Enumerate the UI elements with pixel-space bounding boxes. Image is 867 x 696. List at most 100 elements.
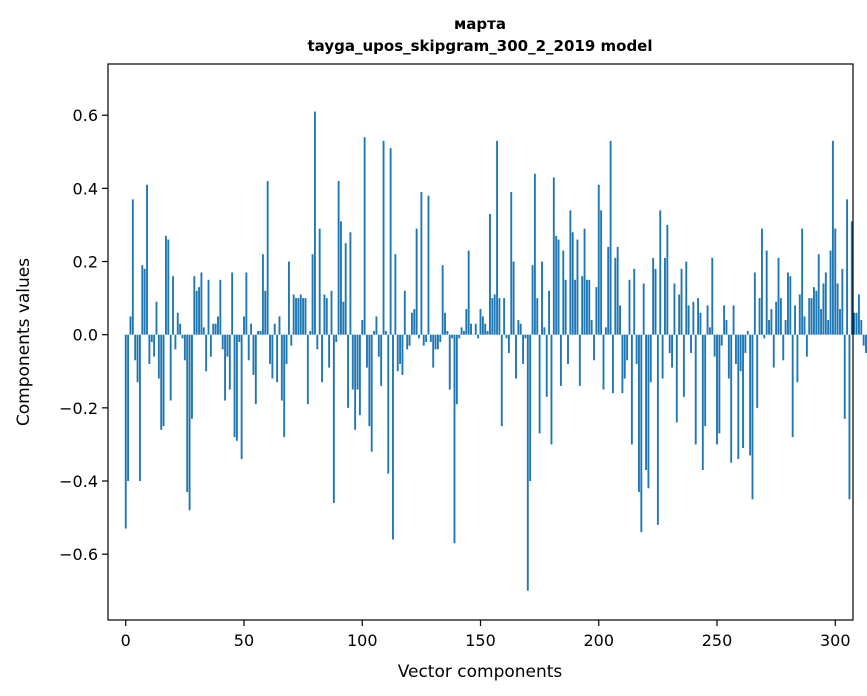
bar-284 — [796, 334, 799, 383]
bar-308 — [853, 312, 856, 335]
bar-171 — [529, 334, 532, 481]
bar-44 — [228, 334, 231, 390]
bar-56 — [257, 331, 260, 335]
bar-155 — [491, 298, 494, 335]
bar-174 — [536, 298, 539, 335]
bar-117 — [401, 334, 404, 375]
bar-36 — [209, 334, 212, 357]
bar-162 — [507, 334, 510, 353]
bar-267 — [756, 334, 759, 408]
bar-238 — [687, 305, 690, 335]
bar-151 — [481, 316, 484, 335]
bar-13 — [155, 301, 158, 335]
bar-281 — [789, 276, 792, 335]
bar-278 — [782, 334, 785, 361]
bar-206 — [612, 334, 614, 394]
bar-73 — [297, 298, 300, 335]
bar-57 — [259, 331, 262, 335]
bar-165 — [515, 334, 517, 379]
bar-134 — [441, 265, 444, 335]
bar-301 — [836, 283, 839, 335]
bar-17 — [165, 235, 167, 335]
bar-205 — [609, 140, 612, 335]
bar-290 — [810, 298, 813, 335]
y-tick-label-4: 0.2 — [73, 253, 98, 272]
bar-6 — [138, 334, 141, 481]
bar-234 — [678, 294, 681, 335]
bar-47 — [235, 334, 238, 441]
bar-141 — [458, 334, 461, 339]
y-tick-label-5: 0.4 — [73, 179, 98, 198]
bar-275 — [775, 301, 778, 335]
bar-157 — [496, 140, 498, 335]
bar-97 — [354, 334, 357, 430]
bar-306 — [848, 334, 851, 500]
bar-257 — [732, 305, 735, 335]
bar-159 — [500, 334, 503, 427]
bar-27 — [188, 334, 191, 511]
bar-87 — [330, 290, 333, 335]
bar-202 — [602, 334, 605, 390]
bar-137 — [448, 334, 451, 390]
bar-158 — [498, 298, 501, 335]
bar-310 — [857, 294, 860, 335]
bar-39 — [217, 316, 219, 335]
bar-86 — [328, 334, 331, 368]
bar-293 — [817, 254, 820, 335]
bar-99 — [358, 334, 361, 416]
bar-65 — [278, 316, 281, 335]
bar-276 — [777, 257, 780, 335]
bar-148 — [474, 323, 477, 335]
bar-312 — [862, 334, 865, 346]
bar-72 — [295, 298, 297, 335]
bar-144 — [465, 309, 468, 335]
y-axis-label: Components values — [14, 258, 34, 426]
bar-106 — [375, 316, 378, 335]
bar-93 — [344, 243, 347, 335]
bar-120 — [408, 334, 411, 346]
bar-226 — [659, 210, 662, 335]
bar-132 — [436, 334, 439, 350]
x-tick-label-200: 200 — [583, 631, 614, 650]
bar-153 — [486, 331, 489, 335]
bar-196 — [588, 279, 591, 335]
bar-32 — [200, 272, 203, 335]
bar-265 — [751, 334, 754, 500]
bar-255 — [727, 334, 730, 379]
bar-37 — [212, 323, 215, 335]
bar-76 — [304, 298, 307, 335]
bar-8 — [143, 268, 146, 335]
bar-140 — [455, 334, 458, 405]
bar-203 — [604, 327, 607, 335]
bar-298 — [829, 250, 832, 335]
bar-105 — [373, 331, 376, 335]
bar-237 — [685, 261, 688, 335]
y-axis: −0.6 −0.4 −0.2 0.0 0.2 0.4 0.6 — [59, 106, 108, 564]
bar-170 — [526, 334, 529, 591]
bar-161 — [505, 334, 508, 339]
bar-75 — [302, 298, 305, 335]
bar-214 — [630, 334, 633, 445]
bar-247 — [708, 327, 711, 335]
bar-260 — [739, 334, 742, 372]
bar-189 — [571, 232, 574, 335]
bar-179 — [548, 290, 551, 335]
bar-124 — [418, 334, 420, 339]
bar-193 — [581, 276, 584, 335]
bar-156 — [493, 294, 496, 335]
bar-213 — [628, 279, 631, 335]
bar-112 — [389, 148, 392, 335]
bar-200 — [597, 184, 600, 335]
bar-218 — [640, 334, 643, 533]
bar-219 — [642, 283, 645, 335]
bar-268 — [758, 298, 761, 335]
bar-107 — [377, 334, 380, 357]
bar-127 — [425, 334, 428, 342]
bar-35 — [207, 279, 210, 335]
bar-241 — [694, 334, 697, 445]
bar-31 — [198, 287, 200, 335]
bar-254 — [725, 320, 728, 335]
bar-160 — [503, 298, 506, 335]
bar-258 — [734, 334, 737, 364]
bar-95 — [349, 232, 352, 335]
